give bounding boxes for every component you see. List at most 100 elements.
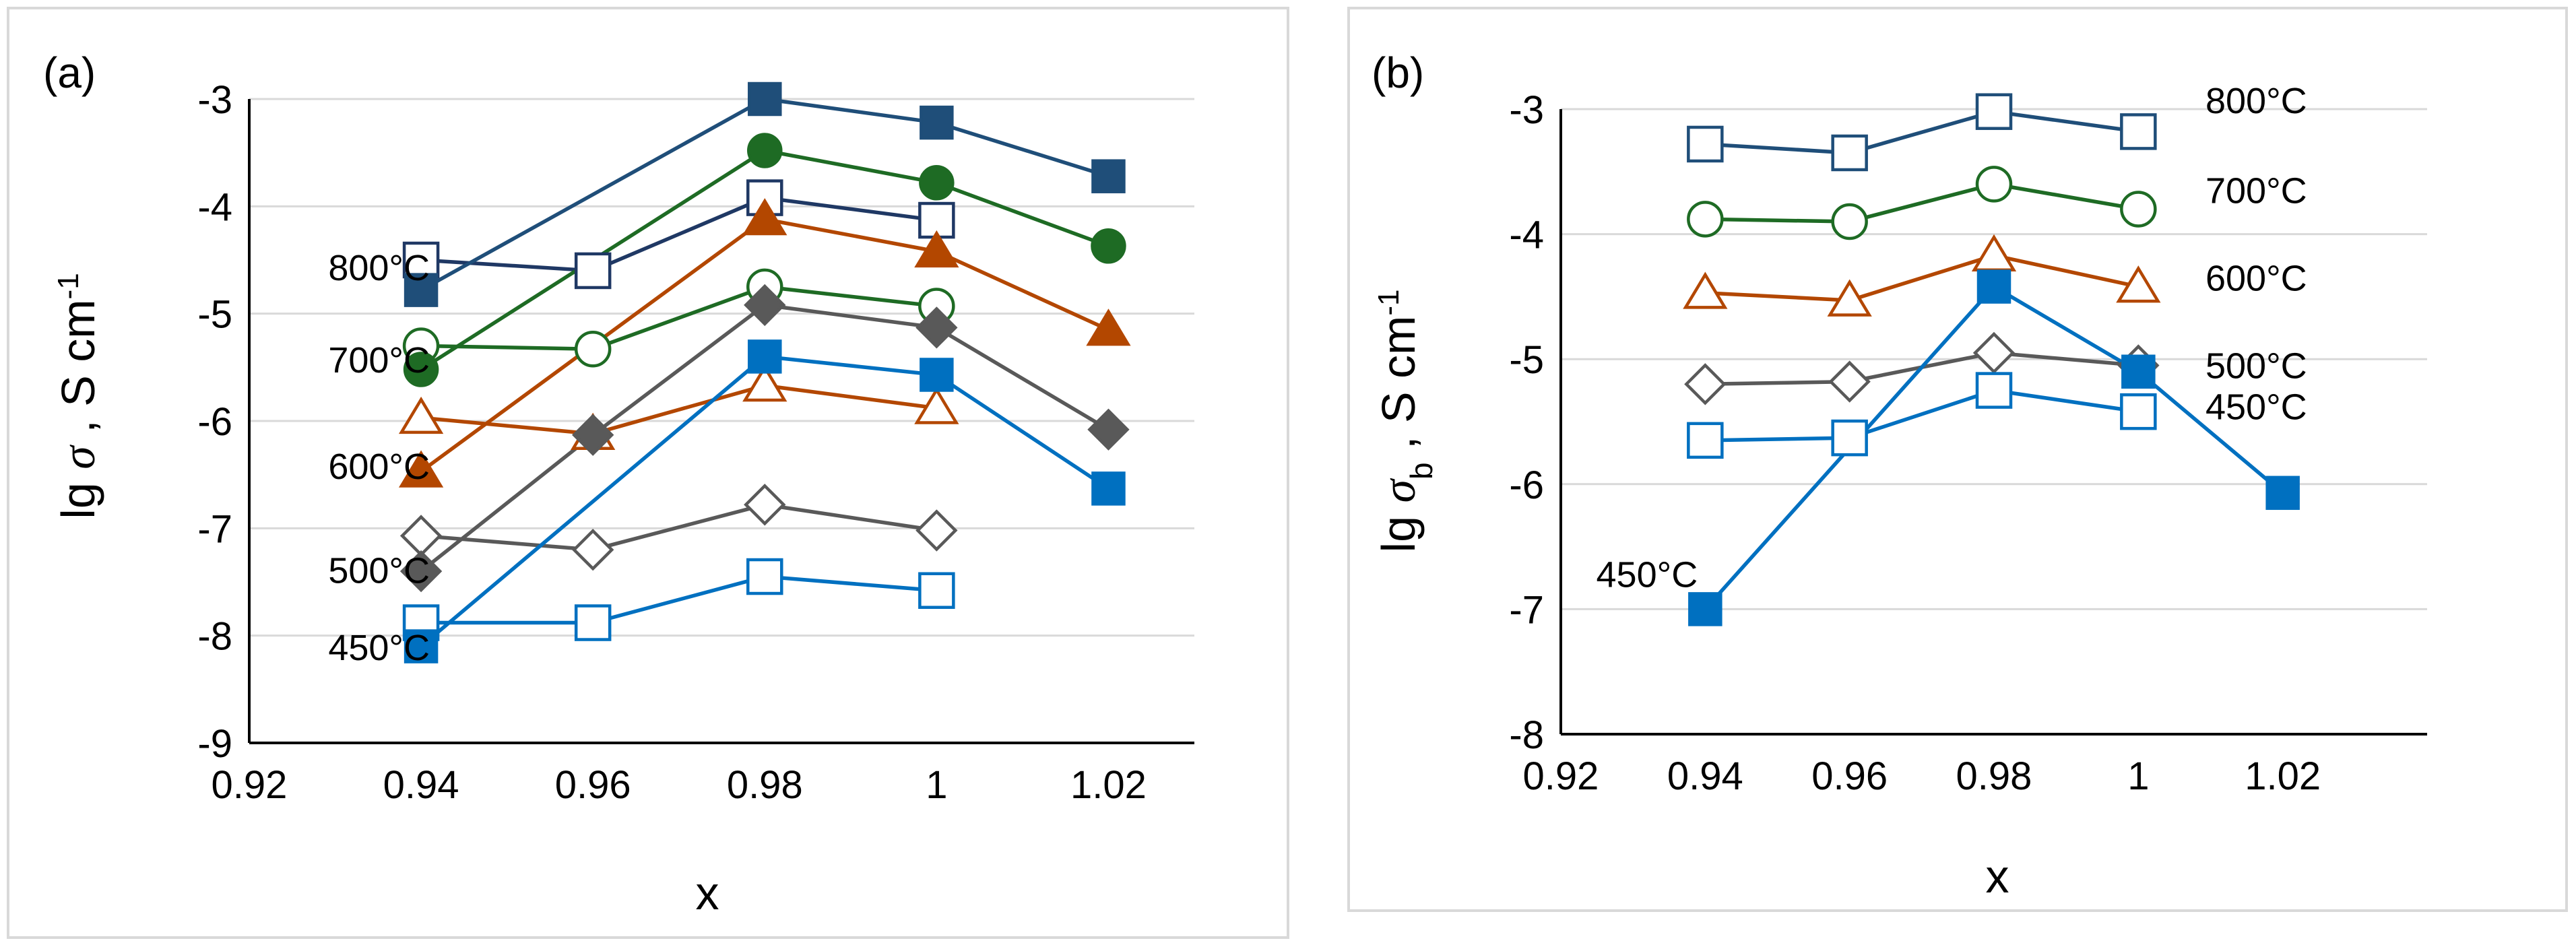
panel-b-x-tick-label: 0.92 <box>1523 754 1599 798</box>
panel-a-series-9-line <box>421 575 937 625</box>
panel-b-series-6-point <box>1976 269 2011 304</box>
panel-a-series-4-point <box>1091 228 1126 264</box>
panel-b-series-1-line <box>1705 109 2139 155</box>
panel-a-series-7-point <box>399 515 443 557</box>
panel-b-series-1-point <box>1831 134 1868 172</box>
panel-b-series-5-point <box>1975 372 2013 409</box>
panel-b-series-1-point <box>1975 93 2013 130</box>
panel-a-series-1-point <box>574 252 612 290</box>
panel-b-temperature-label: 700°C <box>2205 171 2307 211</box>
panel-a-y-tick-label: -7 <box>197 507 232 551</box>
panel-a-x-tick-label: 0.92 <box>212 763 288 807</box>
panel-a-y-tick-label: -4 <box>197 185 232 229</box>
panel-a-series-2-point <box>1091 159 1126 193</box>
panel-b-x-axis-title: x <box>1986 850 2009 903</box>
panel-b-series-2-point <box>1975 166 2013 203</box>
panel-a-x-tick-label: 1.02 <box>1070 763 1147 807</box>
panel-a-series <box>398 81 1131 663</box>
panel-a-series-4-point <box>403 352 439 387</box>
panel-a-x-tick-label: 0.96 <box>555 763 631 807</box>
panel-b-series-6-point <box>2121 354 2156 389</box>
panel-a-series-4-point <box>747 133 783 168</box>
panel-a-x-tick-label: 0.98 <box>727 763 803 807</box>
panel-a-series-4-point <box>919 165 955 201</box>
panel-b-temperature-label: 800°C <box>2205 81 2307 121</box>
panel-b-x-tick-label: 0.94 <box>1667 754 1743 798</box>
panel-a-series-8-point <box>915 306 958 349</box>
panel-b-y-axis-title: lg σb , S cm-1 <box>1372 290 1440 553</box>
panel-a-series-2-point <box>748 81 782 117</box>
panel-a-series-10-point <box>920 358 954 392</box>
panel-b-tick-labels: 0.92 0.94 0.96 0.98 1 1.02 -8 -7 -6 -5 -4 -3 <box>1509 88 2321 798</box>
panel-a-series-10-point <box>748 339 782 374</box>
panel-b-y-tick-label: -7 <box>1509 588 1544 632</box>
panel-a-frame <box>7 7 1289 939</box>
panel-a-temperature-label: 800°C <box>328 248 430 288</box>
panel-b-series <box>1683 93 2300 626</box>
panel-a-series-8-point <box>744 284 786 327</box>
panel-b-series-6-point <box>1688 592 1722 626</box>
panel-b-temperature-label: 450°C <box>1597 554 1698 595</box>
panel-b-x-tick-label: 0.96 <box>1811 754 1888 798</box>
panel-b-series-5-point <box>2120 393 2157 430</box>
panel-a-tick-labels: 0.92 0.94 0.96 0.98 1 1.02 -9 -8 -7 -6 -5 -4 -3 <box>197 78 1146 807</box>
panel-a-series-10-point <box>1091 471 1126 506</box>
panel-b-series-5-point <box>1687 422 1724 459</box>
panel-a-series-9-point <box>918 572 955 609</box>
panel-b-frame <box>1347 7 2568 912</box>
panel-a-series-10-line <box>420 354 1109 648</box>
panel-a-series-2-line <box>420 97 1109 292</box>
panel-a-series-8-point <box>1087 408 1130 451</box>
panel-b-x-tick-label: 1 <box>2127 754 2149 798</box>
panel-a-series-5-point <box>742 364 787 402</box>
panel-b-x-tick-label: 0.98 <box>1956 754 2032 798</box>
panel-b-series-3-point <box>1971 234 2017 272</box>
panel-b-y-tick-label: -3 <box>1509 88 1544 132</box>
panel-b-series-4-point <box>1684 363 1727 405</box>
panel-b-series-4-point <box>1828 360 1871 403</box>
panel-b-series-4-point <box>1972 331 2016 374</box>
panel-a-series-7-line <box>420 502 937 552</box>
panel-b-temperature-label: 500°C <box>2205 346 2307 386</box>
panel-b-series-3-point <box>1683 271 1728 309</box>
panel-a-annotations: 800°C 700°C 600°C 500°C 450°C <box>328 248 430 668</box>
panel-a-series-6-point <box>914 230 959 268</box>
panel-a-series-5-point <box>914 387 959 424</box>
panel-a-y-tick-label: -8 <box>197 615 232 659</box>
panel-b-y-tick-label: -8 <box>1509 713 1544 757</box>
panel-a-series-1-line <box>420 195 937 273</box>
panel-b-x-tick-label: 1.02 <box>2245 754 2321 798</box>
panel-b-series-3-point <box>2116 265 2161 303</box>
panel-a-series-3-point <box>574 330 612 368</box>
panel-a-y-tick-label: -9 <box>197 722 232 766</box>
panel-a-series-7-point <box>571 529 614 571</box>
panel-a-series-2-point <box>920 105 954 140</box>
panel-a-x-tick-label: 0.94 <box>383 763 459 807</box>
panel-a-series-2-point <box>404 273 439 307</box>
panel-a-y-tick-label: -6 <box>197 400 232 444</box>
panel-a-series-6-point <box>398 450 444 488</box>
panel-a-x-axis-title: x <box>696 867 719 919</box>
panel-b-series-1-point <box>2120 113 2157 150</box>
panel-a-series-8-point <box>571 414 614 456</box>
panel-a-series-3-line <box>421 285 937 351</box>
panel-a-series-9-point <box>746 558 783 595</box>
panel-b-series-2-point <box>1687 201 1724 238</box>
panel-a-y-tick-label: -5 <box>197 293 232 337</box>
panel-b-series-6-point <box>2265 476 2300 511</box>
panel-b-series-5-line <box>1705 388 2139 443</box>
panel-b-series-5-point <box>1831 419 1868 457</box>
panel-a-series-7-point <box>744 484 786 526</box>
panel-b-series-3-line <box>1705 253 2139 302</box>
panel-b-label: (b) <box>1372 48 1424 97</box>
panel-b-series-2-point <box>1831 203 1868 240</box>
panel-a-series-7-point <box>915 509 958 552</box>
panel-b-y-tick-label: -5 <box>1509 338 1544 382</box>
panel-b-series-2-line <box>1705 182 2139 224</box>
panel-a-series-5-line <box>420 383 937 436</box>
